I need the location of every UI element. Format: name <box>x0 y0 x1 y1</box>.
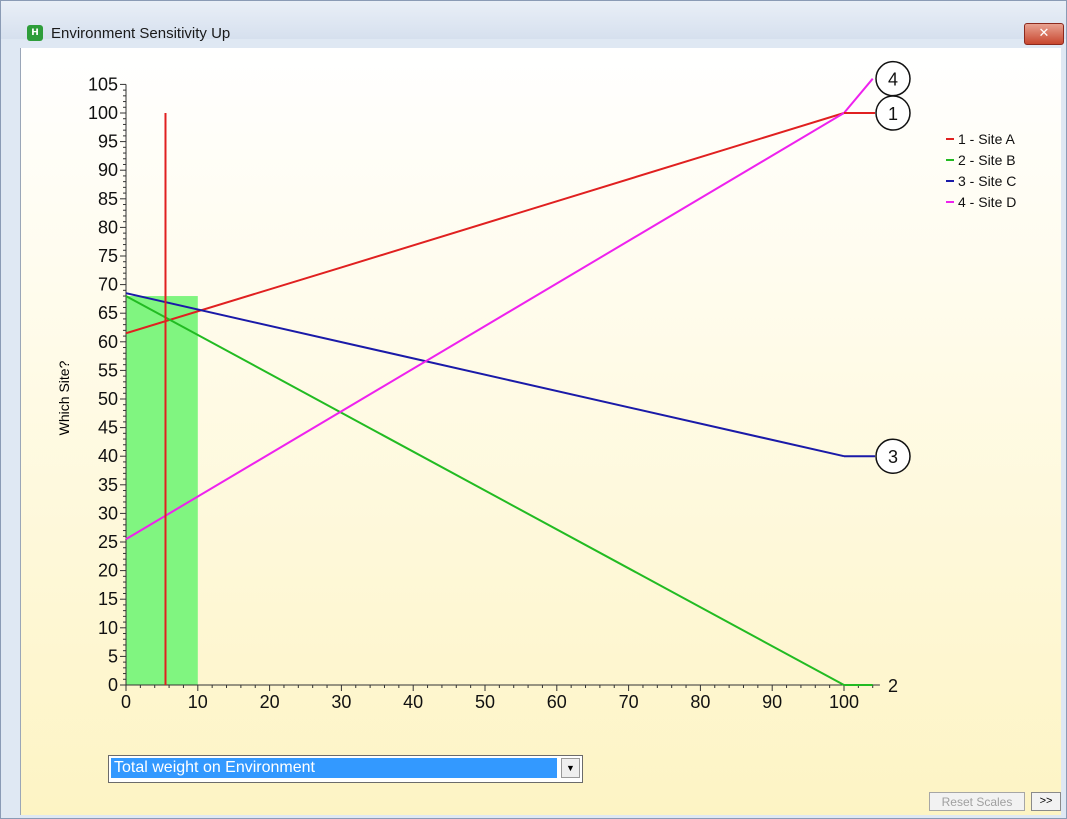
highlight-band <box>126 296 198 685</box>
y-tick-label: 40 <box>98 446 118 466</box>
y-tick-label: 65 <box>98 303 118 323</box>
weight-select-value: Total weight on Environment <box>111 758 557 778</box>
series-line-4 <box>125 78 874 540</box>
y-tick-label: 70 <box>98 275 118 295</box>
y-tick-label: 90 <box>98 160 118 180</box>
x-tick-label: 90 <box>762 692 782 712</box>
y-tick-label: 100 <box>88 103 118 123</box>
x-tick-label: 100 <box>829 692 859 712</box>
legend-item-4: 4 - Site D <box>958 194 1016 210</box>
x-tick-label: 0 <box>121 692 131 712</box>
app-logo-icon: H <box>27 25 43 41</box>
series-line-1 <box>125 112 845 335</box>
title-bar: H Environment Sensitivity Up ✕ <box>1 1 1066 45</box>
y-tick-label: 20 <box>98 561 118 581</box>
y-tick-label: 25 <box>98 532 118 552</box>
legend-item-3: 3 - Site C <box>958 173 1016 189</box>
y-tick-label: 5 <box>108 646 118 666</box>
y-tick-label: 30 <box>98 503 118 523</box>
y-tick-label: 15 <box>98 589 118 609</box>
end-label-3: 3 <box>888 447 898 467</box>
more-button[interactable]: >> <box>1031 792 1061 811</box>
y-tick-label: 10 <box>98 618 118 638</box>
series-line-2 <box>125 295 845 686</box>
series-line-3 <box>125 292 845 458</box>
y-tick-label: 0 <box>108 675 118 695</box>
end-circle-3 <box>875 438 911 474</box>
x-tick-label: 20 <box>260 692 280 712</box>
y-tick-label: 55 <box>98 360 118 380</box>
end-label-4: 4 <box>888 70 898 90</box>
y-tick-label: 75 <box>98 246 118 266</box>
y-tick-label: 50 <box>98 389 118 409</box>
y-tick-label: 60 <box>98 332 118 352</box>
close-button[interactable]: ✕ <box>1024 23 1064 45</box>
x-tick-label: 10 <box>188 692 208 712</box>
y-tick-label: 80 <box>98 217 118 237</box>
legend-item-1: 1 - Site A <box>958 131 1015 147</box>
x-tick-label: 30 <box>331 692 351 712</box>
end-label-2: 2 <box>888 676 898 696</box>
end-label-1: 1 <box>888 104 898 124</box>
legend-item-2: 2 - Site B <box>958 152 1016 168</box>
y-axis-label: Which Site? <box>56 360 72 435</box>
x-tick-label: 80 <box>690 692 710 712</box>
y-tick-label: 45 <box>98 418 118 438</box>
end-circle-4 <box>875 60 911 97</box>
x-tick-label: 40 <box>403 692 423 712</box>
y-tick-label: 105 <box>88 74 118 94</box>
x-tick-label: 50 <box>475 692 495 712</box>
x-tick-label: 70 <box>619 692 639 712</box>
window-title: Environment Sensitivity Up <box>51 25 231 42</box>
reset-scales-button[interactable]: Reset Scales <box>929 792 1025 811</box>
y-tick-label: 95 <box>98 132 118 152</box>
x-tick-label: 60 <box>547 692 567 712</box>
y-tick-label: 35 <box>98 475 118 495</box>
chevron-down-icon[interactable]: ▼ <box>561 758 580 778</box>
y-tick-label: 85 <box>98 189 118 209</box>
weight-select[interactable]: Total weight on Environment ▼ <box>108 755 583 783</box>
